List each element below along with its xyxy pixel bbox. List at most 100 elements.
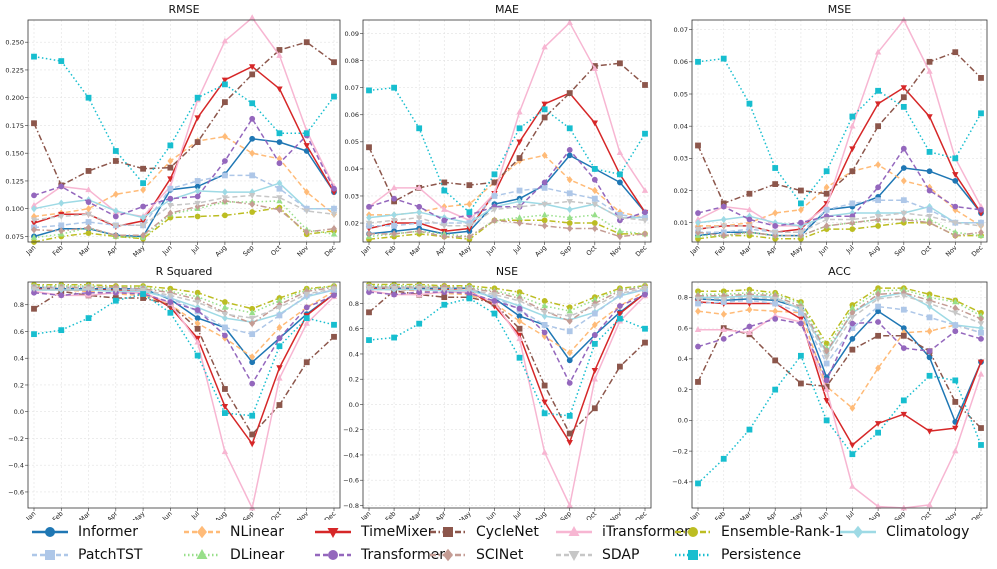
data-point-cyclenet (952, 49, 959, 56)
legend-item-itransformer: iTransformer (554, 522, 690, 542)
data-point-itransformer (926, 501, 933, 508)
x-tick-label-jan: Jan (359, 244, 372, 257)
data-point-transformer (978, 335, 984, 342)
data-point-transformer (416, 203, 423, 210)
data-point-patchtst (541, 322, 548, 328)
data-point-sdap (616, 215, 624, 222)
data-point-scinet (746, 228, 753, 236)
data-point-persistence (952, 155, 959, 162)
series-persistence (366, 84, 648, 216)
legend-marker (443, 548, 453, 562)
data-point-transformer (391, 195, 397, 202)
series-itransformer (365, 287, 649, 508)
data-point-dlinear (566, 307, 573, 314)
data-point-persistence (926, 372, 933, 379)
series-persistence (695, 352, 984, 487)
x-tick-label-sep: Sep (893, 510, 907, 520)
data-point-transformer (366, 289, 372, 296)
data-point-cyclenet (900, 332, 907, 339)
data-point-timemixer (926, 114, 933, 121)
data-point-sdap (491, 207, 498, 213)
data-point-transformer (167, 195, 174, 202)
data-point-cyclenet (466, 182, 473, 189)
data-point-cyclenet (516, 155, 523, 161)
data-point-timemixer (167, 176, 174, 183)
data-point-informer (875, 308, 881, 315)
data-point-sdap (58, 286, 65, 293)
series-sdap (30, 193, 338, 229)
data-point-dlinear (330, 230, 338, 237)
series-line-patchtst (369, 187, 646, 227)
data-point-sdap (771, 230, 779, 236)
y-tick-label: 0.03 (674, 155, 688, 163)
data-point-sdap (823, 355, 830, 361)
data-point-transformer (642, 291, 648, 298)
data-point-nlinear (746, 306, 753, 314)
series-line-transformer (33, 291, 335, 385)
series-line-transformer (697, 318, 982, 382)
data-point-cyclenet (900, 94, 907, 101)
x-tick-label-dec: Dec (634, 509, 649, 520)
data-point-cyclenet (303, 359, 310, 366)
data-point-patchtst (849, 200, 856, 207)
y-tick-label: 0.08 (345, 57, 359, 65)
x-tick-label-mar: Mar (78, 244, 93, 259)
data-point-ensemble-rank-1 (85, 230, 92, 237)
data-point-scinet (566, 317, 573, 325)
data-point-sdap (720, 223, 727, 230)
data-point-transformer (900, 345, 907, 352)
axes-frame (362, 281, 652, 509)
y-tick-label: 0.250 (5, 39, 24, 47)
data-point-ensemble-rank-1 (194, 213, 201, 220)
data-point-patchtst (276, 185, 283, 192)
data-point-persistence (58, 327, 65, 334)
legend-marker (688, 550, 698, 560)
data-point-patchtst (952, 322, 959, 328)
x-tick-label-dec: Dec (970, 509, 985, 520)
data-point-persistence (303, 315, 310, 322)
data-point-patchtst (541, 184, 548, 191)
panel-title-rmse: RMSE (168, 3, 199, 16)
panel-title-r-squared: R Squared (156, 265, 213, 278)
data-point-persistence (391, 334, 397, 341)
data-point-timemixer (823, 398, 830, 404)
series-line-climatology (698, 292, 982, 354)
data-point-nlinear (772, 209, 779, 217)
data-point-transformer (222, 332, 228, 339)
data-point-timemixer (849, 146, 856, 153)
legend-label: NLinear (230, 524, 284, 540)
data-point-persistence (366, 87, 372, 94)
y-tick-label: 0.2 (14, 381, 24, 389)
series-line-scinet (369, 286, 646, 322)
data-point-cyclenet (978, 425, 984, 431)
data-point-climatology (566, 205, 573, 214)
series-line-patchtst (33, 174, 334, 229)
data-point-dlinear (952, 228, 959, 235)
data-point-sdap (365, 285, 373, 292)
series-timemixer (30, 286, 338, 448)
data-point-persistence (566, 125, 573, 132)
series-line-sdap (34, 287, 335, 319)
data-point-cyclenet (366, 144, 372, 151)
data-point-itransformer (641, 187, 649, 193)
series-persistence (366, 295, 648, 419)
data-point-timemixer (591, 120, 599, 127)
series-line-persistence (368, 86, 646, 213)
data-point-sdap (365, 220, 373, 227)
data-point-scinet (167, 209, 174, 217)
legend-item-patchtst: PatchTST (30, 545, 142, 565)
axes-frame (362, 19, 652, 243)
data-point-timemixer (276, 86, 283, 93)
legend-marker (688, 527, 698, 537)
legend-item-scinet: SCINet (428, 545, 523, 565)
data-point-persistence (541, 106, 548, 113)
legend-marker (568, 526, 580, 536)
series-persistence (695, 55, 984, 207)
y-tick-label: 0.01 (674, 219, 688, 227)
data-point-cyclenet (194, 325, 201, 332)
data-point-itransformer (221, 448, 229, 455)
data-point-sdap (694, 226, 702, 233)
y-tick-label: −0.4 (672, 478, 688, 486)
series-line-dlinear (369, 285, 646, 312)
x-tick-label-jan: Jan (359, 510, 372, 520)
